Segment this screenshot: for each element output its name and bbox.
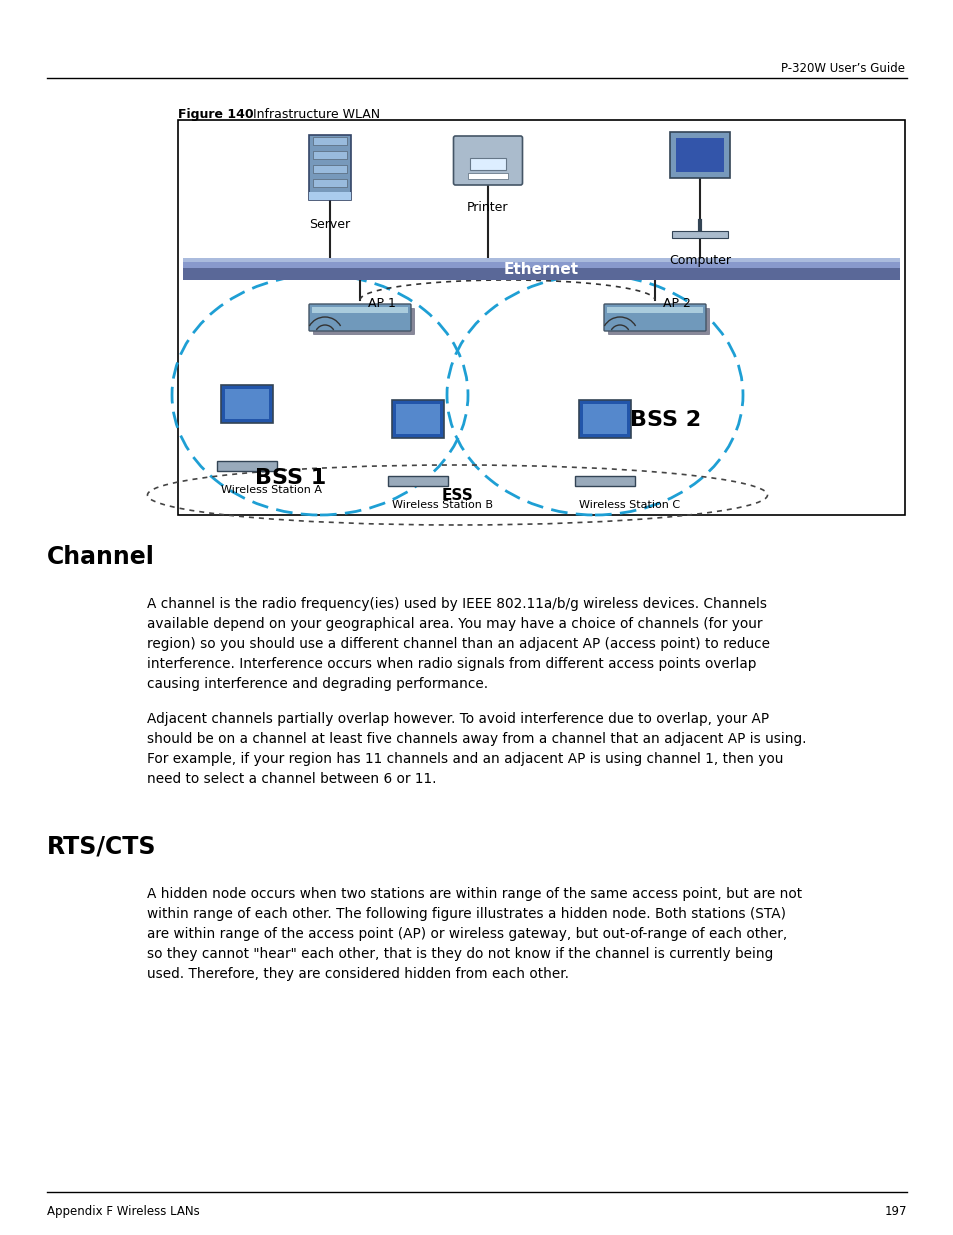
Text: Figure 140: Figure 140 <box>178 107 253 121</box>
Bar <box>313 165 347 173</box>
Bar <box>676 138 723 172</box>
Bar <box>313 137 347 144</box>
Text: 197: 197 <box>883 1205 906 1218</box>
FancyBboxPatch shape <box>392 400 443 438</box>
Text: Ethernet: Ethernet <box>503 262 578 277</box>
Bar <box>671 231 727 238</box>
Bar <box>183 258 899 280</box>
FancyBboxPatch shape <box>453 136 522 185</box>
Bar <box>395 404 439 433</box>
Bar <box>312 308 408 312</box>
Text: Printer: Printer <box>467 201 508 214</box>
Text: P-320W User’s Guide: P-320W User’s Guide <box>781 62 904 75</box>
Text: AP 1: AP 1 <box>368 296 395 310</box>
Bar <box>313 179 347 186</box>
FancyBboxPatch shape <box>669 132 729 178</box>
Bar <box>178 120 904 515</box>
FancyBboxPatch shape <box>578 400 630 438</box>
Text: Infrastructure WLAN: Infrastructure WLAN <box>241 107 379 121</box>
FancyBboxPatch shape <box>309 304 411 331</box>
Bar <box>183 258 899 268</box>
Bar <box>225 389 269 419</box>
Bar <box>183 258 899 262</box>
Text: Wireless Station A: Wireless Station A <box>221 485 322 495</box>
Text: Appendix F Wireless LANs: Appendix F Wireless LANs <box>47 1205 199 1218</box>
Bar <box>313 151 347 159</box>
Text: Channel: Channel <box>47 545 154 569</box>
FancyBboxPatch shape <box>603 304 705 331</box>
Bar <box>468 173 507 179</box>
FancyBboxPatch shape <box>309 135 351 200</box>
Text: Server: Server <box>309 219 350 231</box>
Bar <box>470 158 505 169</box>
Bar <box>575 475 635 487</box>
Bar <box>582 404 626 433</box>
Text: Wireless Station C: Wireless Station C <box>578 500 679 510</box>
Text: Adjacent channels partially overlap however. To avoid interference due to overla: Adjacent channels partially overlap howe… <box>147 713 805 787</box>
Bar <box>216 461 276 471</box>
Text: A hidden node occurs when two stations are within range of the same access point: A hidden node occurs when two stations a… <box>147 887 801 981</box>
Text: ESS: ESS <box>441 488 473 503</box>
Text: Computer: Computer <box>668 254 730 267</box>
Text: RTS/CTS: RTS/CTS <box>47 835 156 860</box>
Text: Wireless Station B: Wireless Station B <box>392 500 493 510</box>
Bar <box>606 308 702 312</box>
FancyBboxPatch shape <box>607 308 709 335</box>
Text: AP 2: AP 2 <box>662 296 690 310</box>
Text: BSS 2: BSS 2 <box>629 410 700 430</box>
FancyBboxPatch shape <box>221 385 273 424</box>
Text: A channel is the radio frequency(ies) used by IEEE 802.11a/b/g wireless devices.: A channel is the radio frequency(ies) us… <box>147 597 769 692</box>
Bar <box>388 475 448 487</box>
Bar <box>309 191 351 200</box>
Text: BSS 1: BSS 1 <box>254 468 326 488</box>
FancyBboxPatch shape <box>313 308 415 335</box>
